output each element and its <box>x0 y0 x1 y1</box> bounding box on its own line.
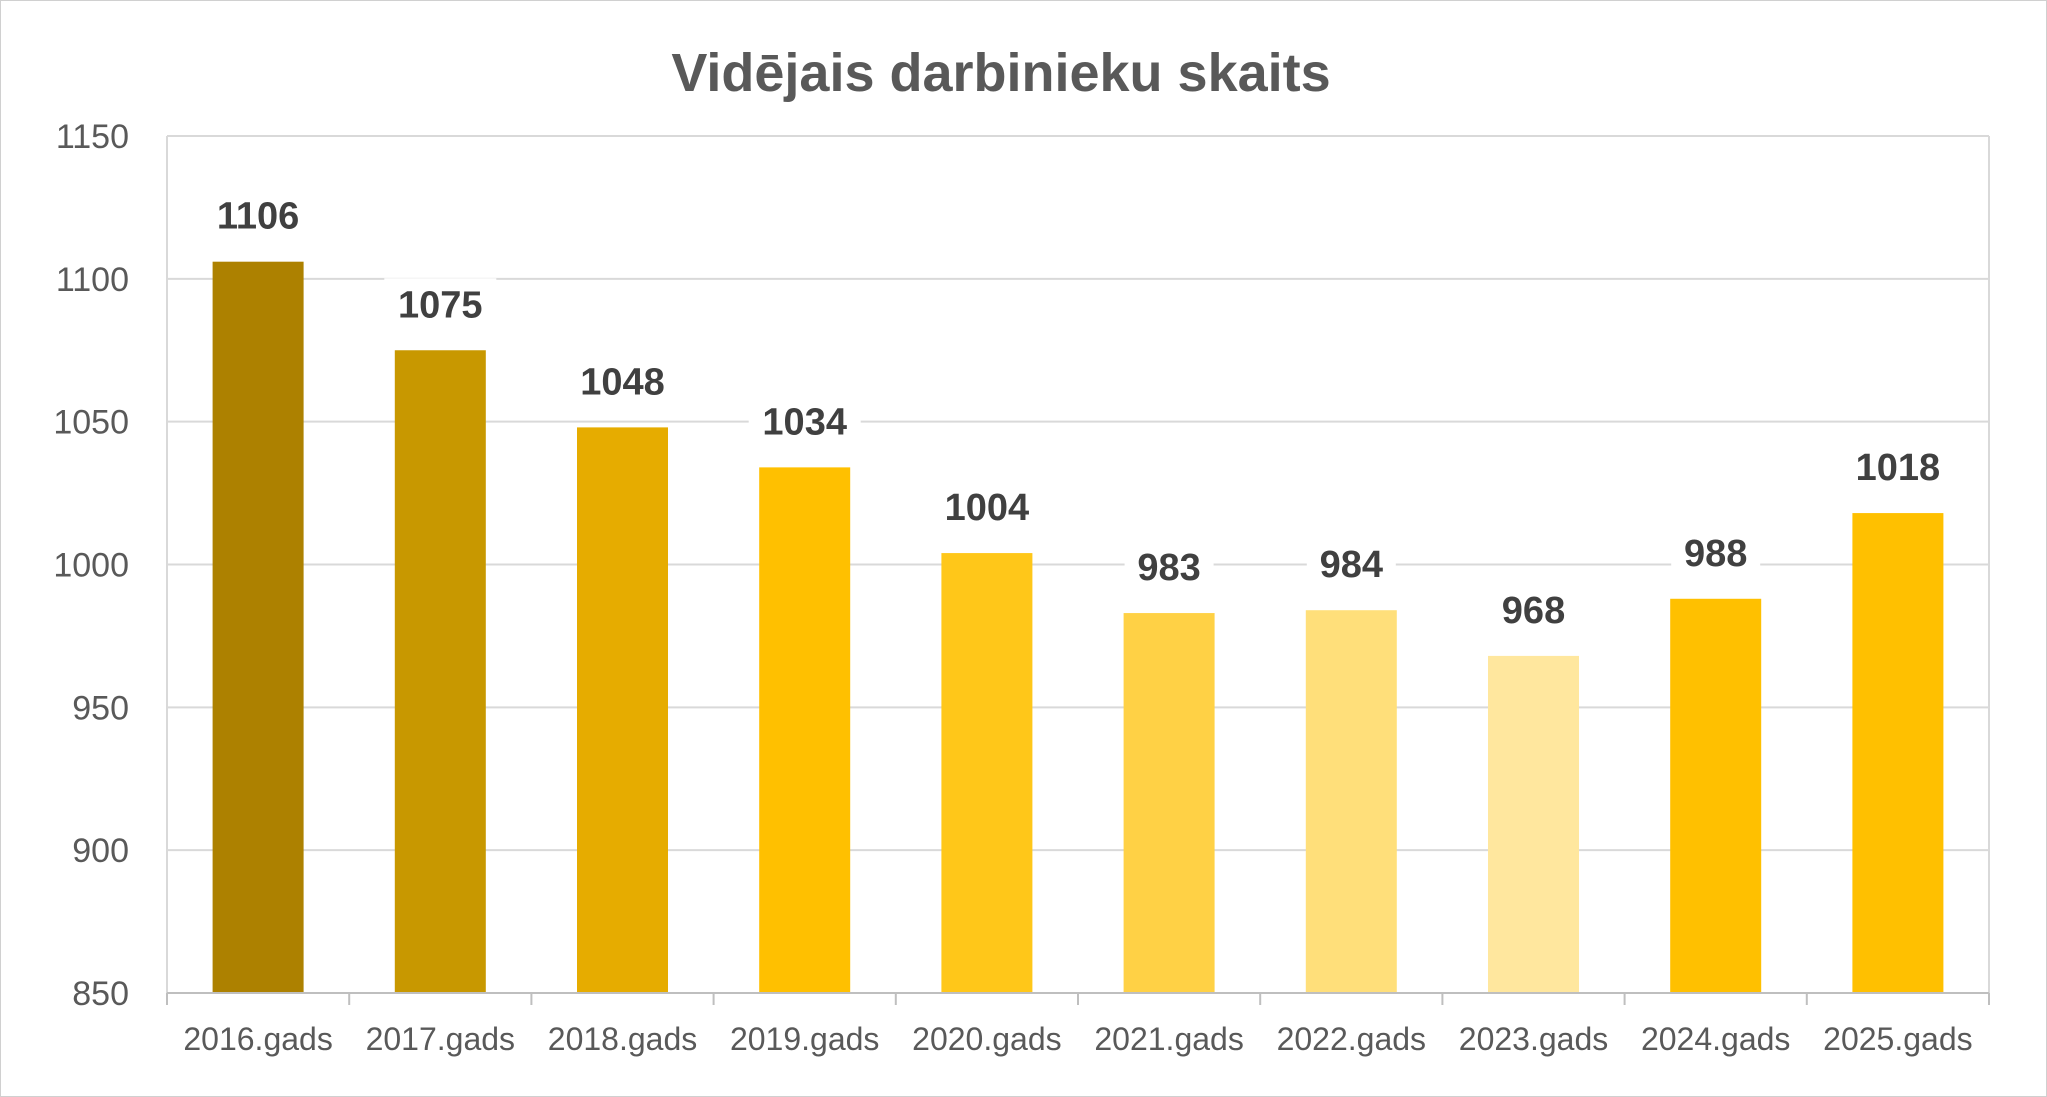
y-tick-label: 1000 <box>53 547 129 585</box>
bar <box>1123 613 1215 993</box>
y-tick-label: 850 <box>72 975 129 1013</box>
y-tick-label: 950 <box>72 689 129 727</box>
data-label: 1034 <box>762 401 847 443</box>
data-label: 1004 <box>945 487 1030 529</box>
x-tick-label: 2024.gads <box>1641 1021 1790 1057</box>
data-label-background <box>1841 441 1954 494</box>
data-label: 1048 <box>580 361 665 403</box>
y-tick-label: 1150 <box>56 118 129 156</box>
bar <box>1305 610 1397 993</box>
bar <box>759 467 851 994</box>
data-label: 1018 <box>1856 447 1941 489</box>
bars <box>212 261 1944 994</box>
x-tick-label: 2017.gads <box>366 1021 515 1057</box>
bar <box>577 427 668 993</box>
x-tick-label: 2018.gads <box>548 1021 697 1057</box>
data-label-background <box>1124 541 1214 594</box>
bar <box>1488 655 1579 993</box>
data-label-background <box>930 481 1043 534</box>
data-label-background <box>1671 526 1761 579</box>
axes: 850 900 950 1000 1050 1100 1150 2016.gads 2017.g… <box>53 118 1990 1057</box>
data-label: 983 <box>1137 547 1200 589</box>
y-tick-label: 900 <box>72 832 129 870</box>
x-tick-label: 2019.gads <box>730 1021 879 1057</box>
bar <box>1852 513 1944 993</box>
x-tick-label: 2020.gads <box>912 1021 1061 1057</box>
data-label-background <box>748 395 861 448</box>
bar <box>941 553 1033 993</box>
data-label-background <box>384 278 497 331</box>
bar <box>394 350 486 993</box>
x-tick-label: 2023.gads <box>1459 1021 1608 1057</box>
data-label-background <box>1306 538 1396 591</box>
x-tick-label: 2022.gads <box>1277 1021 1426 1057</box>
data-label-background <box>202 189 315 242</box>
x-tick-label: 2016.gads <box>183 1021 332 1057</box>
bar <box>212 261 304 993</box>
data-label: 984 <box>1320 544 1383 586</box>
y-tick-label: 1050 <box>53 404 129 442</box>
data-label-background <box>566 355 679 408</box>
data-label: 1106 <box>217 196 299 238</box>
bar <box>1670 598 1762 993</box>
data-label-background <box>1489 583 1578 636</box>
data-label: 968 <box>1502 590 1565 632</box>
data-label: 988 <box>1684 533 1747 575</box>
y-tick-label: 1100 <box>56 261 129 299</box>
data-labels: 1106 1075 1048 1034 1004 983 984 968 988 1018 <box>202 189 1954 636</box>
data-label: 1075 <box>398 284 483 326</box>
x-tick-label: 2025.gads <box>1823 1021 1972 1057</box>
x-tick-label: 2021.gads <box>1094 1021 1243 1057</box>
chart-title: Vidējais darbinieku skaits <box>671 43 1330 103</box>
